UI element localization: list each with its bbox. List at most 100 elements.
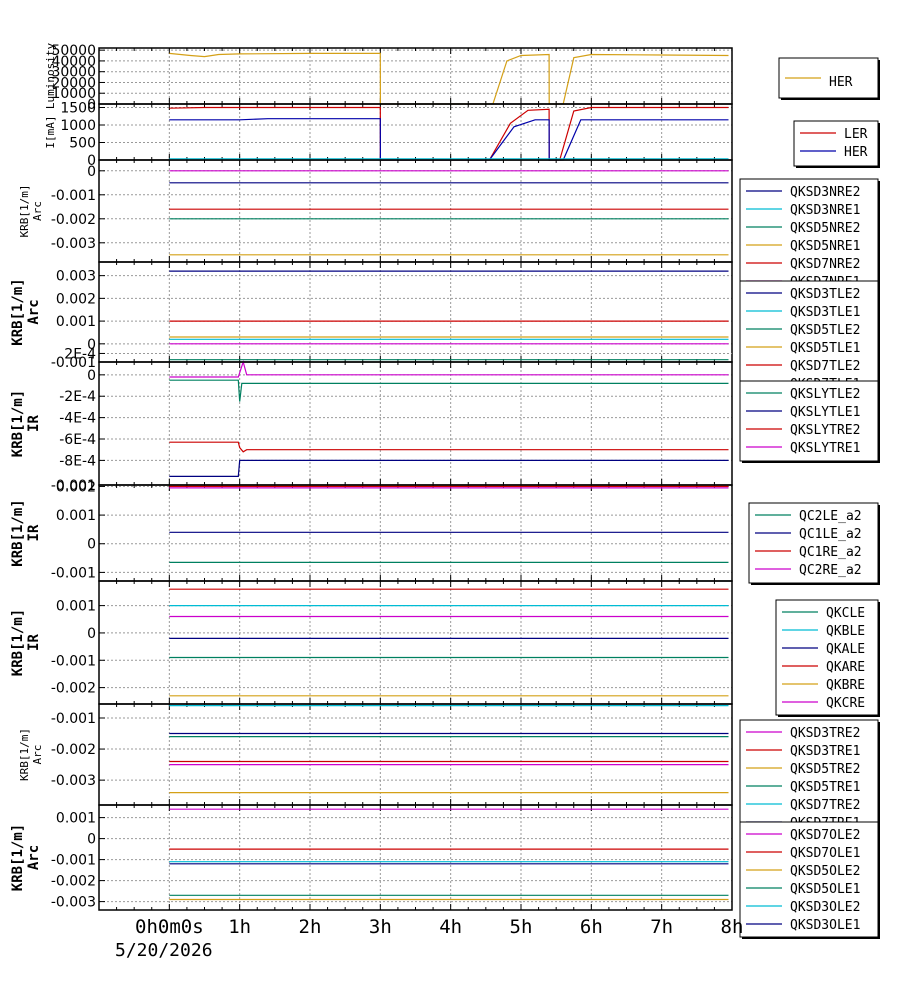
y-tick-label: 500 [69,136,96,152]
x-tick-label: 0h0m0s [135,916,204,938]
y-tick-label: -0.002 [51,681,96,697]
legend-4: QKSD3TLE2 QKSD3TLE1 QKSD5TLE2 QKSD5TLE1 QKSD… [739,280,880,398]
legend-9: QKSD7OLE2 QKSD7OLE1 QKSD5OLE2 QKSD5OLE1 QKSD… [739,821,880,939]
y-tick-label: 0.002 [56,479,96,495]
y-tick-label: -0.001 [51,565,96,581]
y-tick-label: 50000 [51,43,96,59]
x-date-label: 5/20/2026 [115,940,213,961]
series-line-QKSLYTLE2 [169,379,729,402]
legend-entry: QKSD5NRE2 [790,221,860,236]
y-tick-label: 0.001 [56,811,96,827]
legend-entry: QKSD3TLE1 [790,305,860,320]
legend-1: HER [778,57,880,100]
x-tick-label: 8h [721,916,744,938]
y-tick-label: 0.001 [56,508,96,524]
legend-box [739,280,879,397]
y-tick-label: 0 [87,337,96,353]
y-tick-label: 0 [87,537,96,553]
legend-entry: QKSD7NRE2 [790,257,860,272]
legend-entry: QKALE [826,642,865,657]
y-tick-label: 2E-4 [64,346,96,362]
x-tick-label: 5h [510,916,533,938]
y-tick-label: 10000 [51,86,96,102]
legend-entry: QKSLYTLE1 [790,405,860,420]
y-tick-label: -6E-4 [59,432,96,448]
panel-frame [98,103,733,161]
y-axis-label: KRB[1/m] [18,185,31,238]
legend-box [739,178,879,295]
panel-8: -0.001 -0.002 -0.003 KRB[1/m] Arc [18,703,733,806]
y-tick-label: 0.001 [56,599,96,615]
series-line-QKSLYTRE2 [169,441,729,453]
legend-entry: QKSD3OLE1 [790,918,860,933]
y-axis-label-2: IR [26,524,42,541]
legend-entry: QKSD3TLE2 [790,287,860,302]
series-line-QKSLYTLE1 [169,459,729,477]
y-tick-label: -0.003 [51,895,96,911]
x-tick-label: 3h [369,916,392,938]
y-tick-label: 0 [87,153,96,169]
legend-8: QKSD3TRE2 QKSD3TRE1 QKSD5TRE2 QKSD5TRE1 QKSD… [739,719,880,837]
legend-box [739,719,879,836]
legend-entry: QKSD3NRE2 [790,185,860,200]
legend-entry: QKSD3TRE1 [790,744,860,759]
panel-frame [98,159,733,263]
x-tick-label: 2h [299,916,322,938]
legend-entry: QKSD5NRE1 [790,239,860,254]
legend-entry: QKBLE [826,624,865,639]
legend-entry: HER [844,145,868,160]
y-axis-label-2: Arc [26,845,42,870]
y-axis-label-2: Arc [26,299,42,324]
y-tick-label: -2E-4 [59,389,96,405]
panel-9: 0.001 0 -0.001 -0.002 -0.003 KRB[1/m] Arc [10,804,733,911]
x-tick-label: 6h [580,916,603,938]
panel-7: 0.001 0 -0.001 -0.002 KRB[1/m] IR [10,580,733,705]
legend-entry: QKBRE [826,678,865,693]
y-axis-label-2: IR [26,634,42,651]
y-tick-label: 0.003 [56,269,96,285]
y-tick-label: -0.003 [51,236,96,252]
x-tick-label: 1h [228,916,251,938]
y-tick-label: -0.001 [51,853,96,869]
legend-entry: QKSD7OLE1 [790,846,860,861]
legends: HERLERHERQKSD3NRE2QKSD3NRE1QKSD5NRE2QKSD… [739,57,880,939]
legend-entry: QC1LE_a2 [799,527,862,542]
legend-entry: LER [844,127,868,142]
legend-box [739,380,879,462]
legend-box [775,599,879,716]
panel-6: 0.002 0.001 0 -0.001 KRB[1/m] IR [10,479,733,582]
y-tick-label: 1500 [60,101,96,117]
legend-entry: QKSD5OLE2 [790,864,860,879]
y-tick-label: 0.002 [56,291,96,307]
legend-box [739,821,879,938]
y-tick-label: -0.001 [51,188,96,204]
panel-frame [98,804,733,911]
legend-2: LER HER [793,120,880,168]
y-tick-label: 0 [87,832,96,848]
y-tick-label: 0.001 [56,314,96,330]
panel-frame [98,703,733,806]
y-axis-label: KRB[1/m] [18,728,31,781]
y-tick-label: -0.003 [51,773,96,789]
legend-entry: QKSLYTRE2 [790,423,860,438]
legend-entry: QKSD5OLE1 [790,882,860,897]
legend-7: QKCLE QKBLE QKALE QKARE QKBRE QKCRE [775,599,880,717]
y-axis-label: KRB[1/m] [10,499,26,566]
legend-entry: QKCLE [826,606,865,621]
legend-entry: QKSD5TRE2 [790,762,860,777]
y-tick-label: 0 [87,626,96,642]
y-tick-label: 40000 [51,54,96,70]
y-tick-label: -0.002 [51,742,96,758]
y-axis-label: KRB[1/m] [10,278,26,345]
legend-entry: QC2RE_a2 [799,563,862,578]
y-tick-label: -0.001 [51,653,96,669]
panel-3: 0 -0.001 -0.002 -0.003 KRB[1/m] Arc [18,158,733,263]
series-line-LER [169,106,729,161]
panels: 01000020000300004000050000Luminosity0500… [10,43,733,911]
legend-6: QC2LE_a2 QC1LE_a2 QC1RE_a2 QC2RE_a2 [748,502,880,585]
legend-entry: QKSD3OLE2 [790,900,860,915]
series-line-HER [169,52,729,105]
series-line-QKSLYTRE1 [169,359,729,378]
x-tick-label: 7h [650,916,673,938]
